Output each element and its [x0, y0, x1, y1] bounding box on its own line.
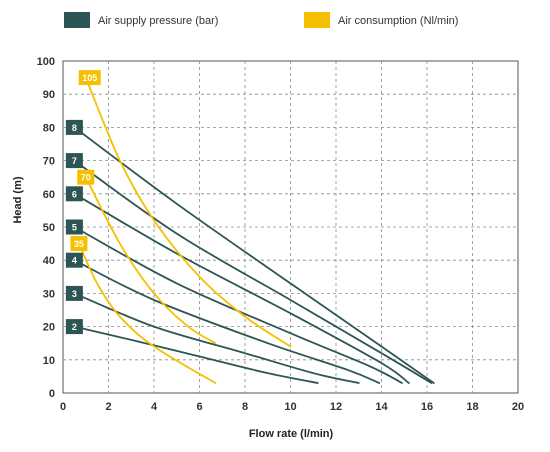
- pressure-curve-6: [73, 192, 410, 384]
- pressure-curve-8: [73, 126, 435, 384]
- pressure-4-badge: [65, 252, 83, 268]
- pressure-8-badge: [65, 119, 83, 135]
- y-tick-label: 40: [43, 255, 55, 267]
- consumption-105-badge-label: 105: [82, 73, 97, 83]
- x-tick-label: 18: [466, 401, 478, 413]
- pressure-curve-2: [73, 325, 319, 384]
- consumption-35-badge: [70, 236, 88, 252]
- pressure-8-badge-label: 8: [72, 123, 77, 133]
- y-tick-label: 10: [43, 355, 55, 367]
- consumption-curve-35: [78, 242, 217, 384]
- consumption-35-badge-label: 35: [74, 239, 84, 249]
- pressure-curve-7: [73, 159, 433, 384]
- consumption-curve-105: [84, 76, 292, 348]
- x-tick-label: 4: [151, 401, 158, 413]
- legend-swatch-pressure: [64, 12, 90, 28]
- y-axis-title: Head (m): [12, 176, 24, 223]
- pressure-5-badge-label: 5: [72, 223, 77, 233]
- x-tick-label: 6: [196, 401, 202, 413]
- y-tick-label: 70: [43, 156, 55, 168]
- legend-label-pressure: Air supply pressure (bar): [98, 15, 218, 27]
- pressure-6-badge: [65, 186, 83, 202]
- consumption-70-badge-label: 70: [81, 173, 91, 183]
- pressure-2-badge: [65, 319, 83, 335]
- pressure-curve-3: [73, 292, 360, 384]
- pressure-7-badge: [65, 153, 83, 169]
- pressure-2-badge-label: 2: [72, 322, 77, 332]
- x-tick-label: 10: [284, 401, 296, 413]
- pressure-4-badge-label: 4: [72, 256, 77, 266]
- y-tick-label: 20: [43, 322, 55, 334]
- y-tick-label: 0: [49, 388, 55, 400]
- y-tick-label: 100: [37, 56, 55, 68]
- x-tick-label: 8: [242, 401, 248, 413]
- pressure-3-badge: [65, 285, 83, 301]
- consumption-105-badge: [78, 70, 101, 86]
- x-tick-label: 0: [60, 401, 66, 413]
- x-axis-title: Flow rate (l/min): [249, 428, 334, 440]
- legend-swatch-consumption: [304, 12, 330, 28]
- legend-label-consumption: Air consumption (Nl/min): [338, 15, 458, 27]
- x-tick-label: 20: [512, 401, 524, 413]
- pressure-5-badge: [65, 219, 83, 235]
- legend: Air supply pressure (bar) Air consumptio…: [64, 12, 458, 28]
- consumption-70-badge: [77, 169, 95, 185]
- x-tick-label: 16: [421, 401, 433, 413]
- consumption-curve-70: [84, 176, 217, 345]
- y-tick-label: 50: [43, 222, 55, 234]
- y-tick-label: 90: [43, 89, 55, 101]
- pressure-curve-4: [73, 259, 381, 384]
- y-tick-label: 60: [43, 189, 55, 201]
- plot-area: 0 2 4 6 8 10 12 14 16 18 20 0 10 20 30 40 50 60 70 80 90 100 2…: [37, 56, 524, 413]
- y-tick-label: 30: [43, 288, 55, 300]
- x-tick-label: 12: [330, 401, 342, 413]
- y-tick-label: 80: [43, 122, 55, 134]
- pressure-6-badge-label: 6: [72, 189, 77, 199]
- x-tick-label: 14: [375, 401, 388, 413]
- pressure-3-badge-label: 3: [72, 289, 77, 299]
- pressure-7-badge-label: 7: [72, 156, 77, 166]
- x-tick-label: 2: [105, 401, 111, 413]
- pressure-curve-5: [73, 226, 403, 384]
